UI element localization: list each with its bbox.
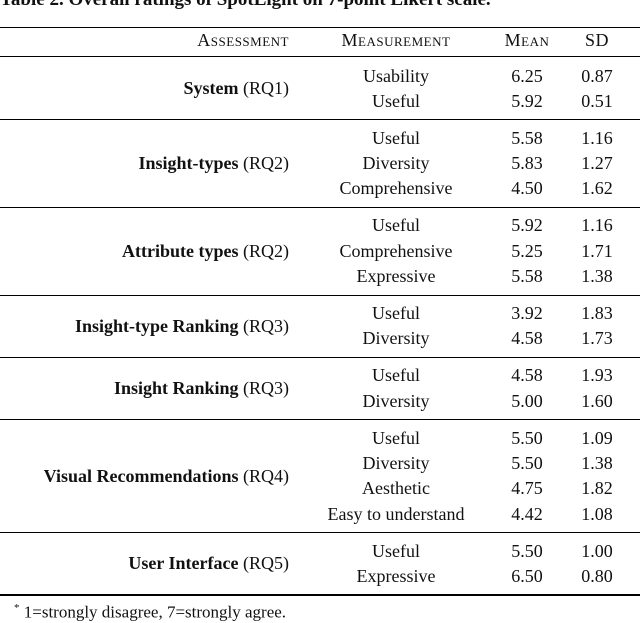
measurement: Useful [372,90,420,111]
assessment-name: Visual Recommendations [43,465,239,486]
mean: 5.92 [511,215,543,236]
mean: 6.50 [511,565,543,586]
group-rule [0,594,640,596]
measurement: Useful [372,365,420,386]
sd: 1.16 [581,127,613,148]
research-question: (RQ5) [243,553,289,574]
measurement: Usability [363,65,429,86]
assessment: Attribute types (RQ2) [122,241,289,261]
measurement: Useful [372,303,420,323]
measurement: Expressive [356,565,436,586]
measurement: Comprehensive [339,240,453,261]
mean: 5.25 [511,240,543,261]
column-header: SD [584,30,610,50]
sd: 0.80 [581,565,613,586]
mean: 5.58 [511,266,543,286]
sd: 0.51 [581,90,613,111]
assessment: Insight-types (RQ2) [138,153,289,173]
mean: 4.75 [511,478,543,499]
mean: 5.92 [511,90,543,111]
mean: 5.58 [511,127,543,148]
research-question: (RQ2) [243,153,289,174]
footnote-marker: * [14,602,20,615]
measurement: Useful [372,540,420,561]
mean: 4.58 [511,365,543,386]
assessment-name: Insight-type Ranking [74,315,239,336]
assessment: User Interface (RQ5) [128,553,289,573]
sd: 0.87 [581,65,613,86]
group-rule [0,356,640,358]
group-rule [0,206,640,208]
header-rule [0,56,640,57]
sd: 1.71 [581,240,613,261]
sd: 1.00 [581,540,613,561]
group-rule [0,532,640,533]
sd: 1.93 [581,365,613,386]
research-question: (RQ1) [243,78,289,99]
assessment-name: System [183,78,239,99]
caption: Table 2. Overall ratings of SpotLight on… [0,0,491,10]
measurement: Diversity [362,390,430,411]
group-rule [0,294,640,296]
sd: 1.08 [581,503,613,524]
mean: 6.25 [511,65,543,86]
sd: 1.38 [581,266,613,286]
assessment: System (RQ1) [184,78,290,98]
assessment: Insight Ranking (RQ3) [114,378,289,398]
top-rule [0,27,640,29]
group-rule [0,419,640,421]
sd: 1.09 [581,427,613,448]
assessment-name: Attribute types [122,240,239,261]
mean: 4.50 [511,178,543,199]
sd: 1.60 [581,390,613,411]
measurement: Diversity [362,452,430,473]
research-question: (RQ3) [243,377,289,398]
sd: 1.83 [581,303,613,323]
measurement: Diversity [362,153,430,174]
sd: 1.82 [581,478,613,499]
footnote: * 1=strongly disagree, 7=strongly agree. [14,598,286,623]
assessment: Visual Recommendations (RQ4) [44,466,289,486]
measurement: Comprehensive [339,178,453,199]
sd: 1.73 [581,328,613,349]
assessment: Insight-type Ranking (RQ3) [75,316,289,336]
column-header: Measurement [341,30,451,50]
research-question: (RQ3) [243,315,289,336]
measurement: Useful [372,427,420,448]
footnote-text: 1=strongly disagree, 7=strongly agree. [23,602,287,622]
sd: 1.27 [581,153,613,174]
group-rule [0,119,640,121]
sd: 1.38 [581,452,613,473]
mean: 5.50 [511,427,543,448]
measurement: Useful [372,127,420,148]
measurement: Diversity [362,328,430,349]
mean: 3.92 [511,303,543,323]
mean: 5.50 [511,452,543,473]
assessment-name: Insight-types [138,153,239,174]
column-header: Mean [504,30,550,50]
research-question: (RQ2) [243,240,289,261]
sd: 1.16 [581,215,613,236]
assessment-name: User Interface [128,553,239,574]
measurement: Aesthetic [362,478,430,499]
assessment-name: Insight Ranking [113,377,239,398]
research-question: (RQ4) [243,465,289,486]
mean: 5.83 [511,153,543,174]
measurement: Easy to understand [327,503,465,524]
mean: 4.42 [511,503,543,524]
mean: 5.00 [511,390,543,411]
column-header: Assessment [197,30,289,50]
sd: 1.62 [581,178,613,199]
measurement: Useful [372,215,420,236]
mean: 5.50 [511,540,543,561]
measurement: Expressive [356,266,436,286]
mean: 4.58 [511,328,543,349]
